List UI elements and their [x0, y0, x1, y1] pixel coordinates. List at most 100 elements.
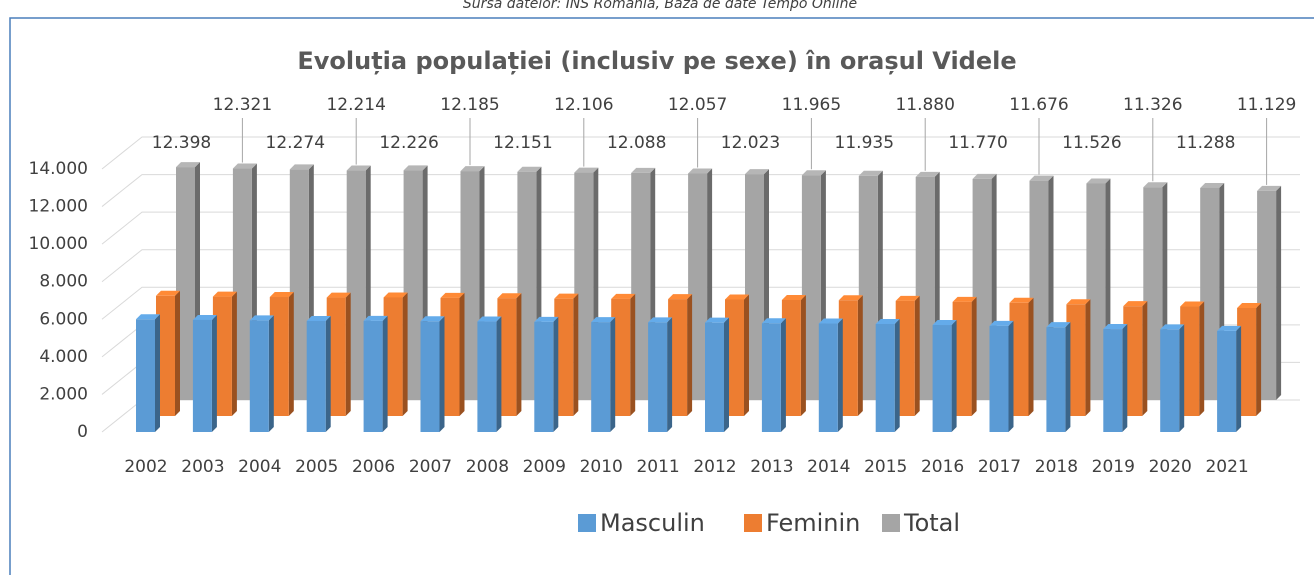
bar: [838, 300, 858, 416]
bar-top: [460, 166, 485, 172]
bar-side: [971, 296, 977, 416]
bar: [705, 322, 724, 432]
bar: [1103, 329, 1123, 432]
bar-top: [745, 169, 769, 175]
y-tick-label: 4.000: [39, 347, 88, 367]
x-tick-label: 2005: [295, 457, 338, 477]
bar: [574, 172, 594, 400]
bar: [346, 170, 366, 400]
bar-top: [915, 171, 940, 177]
bar: [1123, 306, 1143, 416]
y-tick-label: 8.000: [39, 272, 88, 292]
bar-top: [838, 295, 863, 301]
bar-top: [932, 320, 957, 326]
data-label: 11.965: [782, 95, 841, 115]
bar: [326, 297, 346, 416]
y-tick-label: 6.000: [39, 309, 88, 329]
bar-side: [231, 291, 237, 416]
chart-frame: [9, 17, 1314, 579]
bar-top: [289, 164, 314, 170]
x-tick-label: 2021: [1205, 457, 1248, 477]
bar-top: [1086, 178, 1111, 184]
bar-side: [610, 317, 616, 432]
bar-top: [1257, 185, 1282, 191]
bar-side: [345, 292, 351, 416]
legend-label: Total: [903, 509, 960, 537]
bar: [497, 298, 517, 416]
bar-top: [1200, 182, 1225, 188]
bar-side: [1122, 324, 1128, 432]
bar: [761, 323, 781, 432]
grid-line: [101, 174, 1300, 207]
bar-side: [630, 293, 636, 416]
bar-side: [914, 295, 920, 416]
bar-side: [516, 293, 522, 416]
bar-top: [517, 166, 542, 172]
data-label: 12.398: [152, 133, 211, 153]
bar-top: [875, 318, 900, 324]
data-label: 11.935: [835, 133, 894, 153]
bar-side: [1199, 301, 1205, 416]
bar: [1237, 308, 1257, 416]
bar-top: [631, 167, 656, 173]
bar: [477, 321, 497, 432]
bar-side: [325, 315, 331, 432]
bar: [1200, 187, 1220, 400]
bar-side: [894, 318, 900, 432]
bar-top: [1217, 325, 1242, 331]
bar: [818, 323, 838, 432]
bar: [952, 301, 972, 416]
x-tick-label: 2019: [1092, 457, 1135, 477]
bar: [1143, 187, 1163, 400]
x-tick-label: 2018: [1035, 457, 1078, 477]
bar-top: [497, 293, 522, 299]
bar: [192, 319, 212, 432]
y-tick-label: 10.000: [29, 234, 88, 254]
bar: [1086, 183, 1106, 400]
bar: [289, 169, 309, 400]
bar-side: [857, 295, 863, 416]
bar: [363, 320, 383, 432]
x-tick-label: 2020: [1149, 457, 1192, 477]
bar-side: [667, 317, 673, 432]
bar-top: [346, 165, 371, 171]
bar: [895, 300, 915, 416]
bar-side: [744, 294, 749, 416]
bar-top: [1123, 301, 1148, 307]
bar-top: [420, 316, 445, 322]
bar: [269, 297, 289, 416]
data-label: 12.321: [213, 95, 272, 115]
bar-top: [761, 318, 786, 324]
bar: [1046, 327, 1066, 432]
legend-label: Feminin: [766, 509, 860, 537]
bar-side: [800, 294, 806, 416]
data-label: 11.770: [948, 133, 1007, 153]
bar: [668, 299, 688, 416]
bar-side: [837, 318, 843, 432]
bar-top: [212, 291, 237, 297]
bar-top: [383, 292, 408, 298]
bar-side: [1028, 297, 1034, 416]
bar: [383, 297, 403, 416]
bar: [1217, 330, 1237, 432]
bar: [611, 298, 631, 416]
x-tick-label: 2006: [352, 457, 395, 477]
bar-side: [496, 316, 502, 432]
bar: [232, 168, 252, 400]
bar-top: [440, 292, 465, 298]
bar-top: [668, 294, 693, 300]
x-tick-label: 2009: [523, 457, 566, 477]
bar-side: [553, 316, 559, 432]
bar-top: [306, 315, 331, 321]
data-label: 12.106: [554, 95, 613, 115]
data-label: 12.214: [326, 95, 385, 115]
bar-top: [952, 296, 977, 302]
x-tick-label: 2003: [181, 457, 224, 477]
bar-top: [818, 318, 843, 324]
bar: [460, 171, 480, 400]
bar-side: [1256, 303, 1262, 416]
bar-side: [780, 318, 786, 432]
bar-top: [591, 317, 616, 323]
bar: [534, 321, 554, 432]
